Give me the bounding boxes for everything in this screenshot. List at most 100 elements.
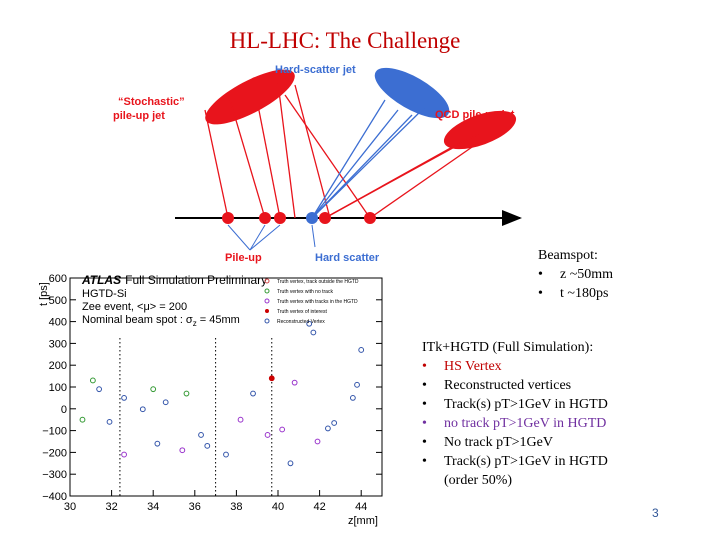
itk-item-0: HS Vertex <box>444 359 502 374</box>
data-point <box>223 451 229 458</box>
hard-scatter-label: Hard scatter <box>315 252 380 264</box>
stochastic-jet-label-2: pile-up jet <box>113 110 165 122</box>
data-point <box>89 377 96 384</box>
legend-entry-3: Truth vertex of interest <box>277 309 327 315</box>
data-point <box>121 394 127 401</box>
hard-scatter-vertex <box>306 212 318 224</box>
itk-item-4: No track pT>1GeV <box>444 435 553 450</box>
plot-line4: Nominal beam spot : σz = 45mm <box>82 314 240 328</box>
data-point <box>314 438 321 445</box>
beamspot-item: • z ~50mm <box>538 265 613 284</box>
legend-entry-1: Truth vertex with no track <box>277 289 333 295</box>
plot-markers <box>79 320 365 467</box>
bullet-dot: • <box>538 286 543 301</box>
stochastic-tracks <box>204 82 371 219</box>
data-point <box>306 320 313 327</box>
dotted-lines <box>119 338 273 496</box>
data-point <box>183 390 190 397</box>
data-point <box>198 432 204 438</box>
data-point <box>287 460 294 467</box>
y-tick-label: −400 <box>42 491 67 503</box>
data-point <box>162 399 169 406</box>
beamspot-item-1: t ~180ps <box>560 286 609 301</box>
data-point <box>268 375 275 382</box>
data-point <box>331 420 338 426</box>
y-tick-label: 100 <box>49 382 67 394</box>
y-axis-label: t [ps] <box>38 282 50 306</box>
y-tick-label: 600 <box>49 273 67 285</box>
beamspot-box: Beamspot: • z ~50mm • t ~180ps <box>538 246 613 303</box>
y-tick-label: −300 <box>42 469 67 481</box>
plot-line2: HGTD-Si <box>82 288 127 300</box>
x-tick-label: 34 <box>147 501 159 513</box>
data-point <box>358 347 365 353</box>
label-pointers <box>227 224 316 251</box>
legend-entry-0: Truth vertex, track outside the HGTD <box>277 279 359 285</box>
beamspot-item: • t ~180ps <box>538 284 613 303</box>
data-point <box>237 416 244 423</box>
itk-item-5: Track(s) pT>1GeV in HGTD <box>444 454 608 469</box>
stochastic-jet-cone <box>205 69 295 125</box>
plot-title: ATLAS Full Simulation Preliminary <box>81 273 267 287</box>
x-tick-label: 38 <box>230 501 242 513</box>
data-point <box>264 432 271 438</box>
itk-title: ITk+HGTD (Full Simulation): <box>422 340 594 355</box>
plot-line4-end: = 45mm <box>197 314 240 326</box>
itk-item: • HS Vertex <box>422 359 502 374</box>
data-point <box>79 416 86 423</box>
atlas-rest: Full Simulation Preliminary <box>125 273 267 287</box>
x-tick-label: 42 <box>313 501 325 513</box>
y-tick-label: 0 <box>61 404 67 416</box>
data-point <box>139 406 146 413</box>
data-point <box>150 386 157 393</box>
data-point <box>106 418 113 425</box>
itk-extra: (order 50%) <box>444 473 513 488</box>
itk-box: ITk+HGTD (Full Simulation): • HS Vertex •… <box>422 338 608 490</box>
data-point <box>204 442 211 449</box>
stochastic-jet-label: “Stochastic” <box>118 96 185 108</box>
y-tick-label: −100 <box>42 426 67 438</box>
data-point <box>121 451 127 458</box>
itk-item: • no track pT>1GeV in HGTD <box>422 416 607 431</box>
plot-line3: Zee event, <μ> = 200 <box>82 301 187 313</box>
plot-legend: Truth vertex, track outside the HGTD Tru… <box>264 278 359 325</box>
jet-diagram: Hard-scatter jet “Stochastic” pile-up je… <box>113 64 522 264</box>
data-point <box>96 386 103 393</box>
pileup-vertices <box>222 212 376 224</box>
qcd-jet-cone <box>443 110 517 150</box>
atlas-label: ATLAS <box>81 273 121 287</box>
page-number: 3 <box>652 506 659 520</box>
y-tick-label: 200 <box>49 360 67 372</box>
plot-line4-a: Nominal beam spot : σ <box>82 314 193 326</box>
itk-item: • Track(s) pT>1GeV in HGTD <box>422 454 608 469</box>
itk-item-2: Track(s) pT>1GeV in HGTD <box>444 397 608 412</box>
data-point <box>154 440 161 447</box>
legend-entry-4: Reconstructed Vertex <box>277 319 325 325</box>
qcd-tracks <box>324 132 481 219</box>
bullet-dot: • <box>538 267 543 282</box>
data-point <box>349 394 356 401</box>
hard-scatter-jet-cone <box>374 67 450 119</box>
data-point <box>291 379 298 386</box>
legend-entry-2: Truth vertex with tracks in the HGTD <box>277 299 358 305</box>
pileup-label: Pile-up <box>225 252 262 264</box>
x-tick-label: 44 <box>355 501 367 513</box>
beamspot-item-0: z ~50mm <box>560 267 614 282</box>
data-point <box>179 447 186 454</box>
itk-item-1: Reconstructed vertices <box>444 378 572 393</box>
beamspot-title: Beamspot: <box>538 248 598 263</box>
slide-title: HL-LHC: The Challenge <box>229 28 461 53</box>
itk-item: • Track(s) pT>1GeV in HGTD <box>422 397 608 412</box>
y-tick-label: −200 <box>42 447 67 459</box>
x-tick-label: 40 <box>272 501 284 513</box>
itk-item-3: no track pT>1GeV in HGTD <box>444 416 607 431</box>
x-tick-label: 36 <box>189 501 201 513</box>
itk-item-extra: (order 50%) <box>422 471 608 490</box>
y-tick-label: 400 <box>49 317 67 329</box>
data-point <box>279 426 286 433</box>
data-point <box>325 425 331 432</box>
itk-item: • Reconstructed vertices <box>422 378 572 393</box>
qcd-jet-label: QCD pile-up jet <box>435 109 515 121</box>
y-tick-label: 500 <box>49 295 67 307</box>
hard-scatter-jet-label: Hard-scatter jet <box>275 64 356 76</box>
